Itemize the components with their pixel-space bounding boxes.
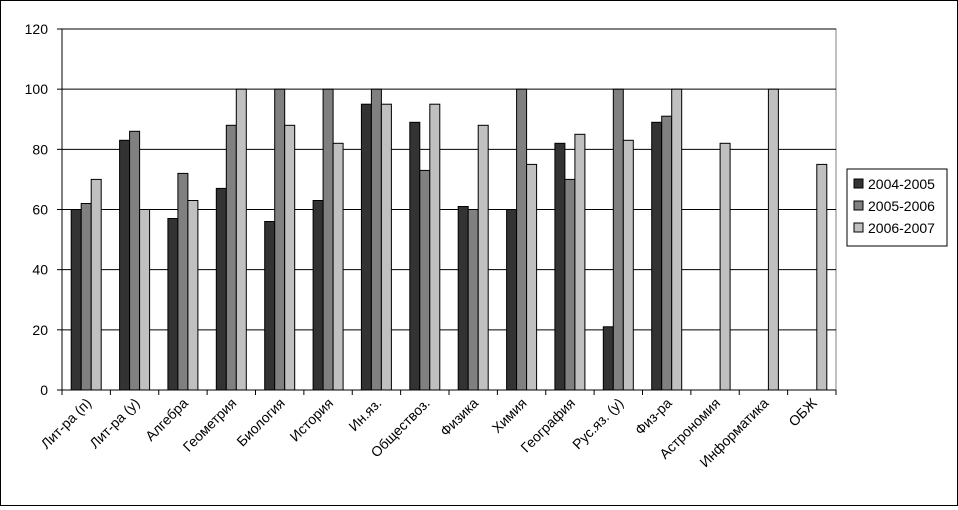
bar-2005-2006-7: [419, 169, 431, 391]
bar-2004-2005-2: [167, 218, 179, 391]
bar-2004-2005-12: [651, 121, 663, 391]
bar-2006-2007-13: [719, 142, 731, 391]
legend-label: 2004-2005: [868, 176, 935, 192]
bar-2004-2005-9: [506, 209, 518, 391]
bar-2005-2006-0: [80, 203, 92, 391]
y-tick-label: 40: [32, 262, 48, 278]
x-tick-label: Лит-ра (п): [37, 395, 94, 452]
bar-2005-2006-8: [467, 209, 479, 391]
x-tick-label: Рус.яз. (у): [569, 395, 626, 452]
x-tick-labels: Лит-ра (п)Лит-ра (у) АлгебраГеометрияБиол…: [37, 395, 820, 470]
legend-box: [846, 168, 948, 247]
bar-2006-2007-1: [139, 209, 151, 391]
bar-2005-2006-12: [661, 115, 673, 391]
legend: 2004-2005 2005-2006 2006-2007: [846, 168, 948, 247]
bar-2004-2005-8: [457, 206, 469, 391]
x-tick-label: Лит-ра (у): [86, 395, 142, 451]
x-tick-label: Химия: [489, 395, 530, 436]
bar-2006-2007-3: [235, 88, 247, 391]
legend-label: 2006-2007: [868, 220, 935, 236]
y-tick-label: 20: [32, 322, 48, 338]
bar-2004-2005-4: [264, 221, 276, 391]
bar-2006-2007-5: [332, 142, 344, 391]
bars: [70, 88, 828, 391]
bar-2006-2007-12: [671, 88, 683, 391]
y-tick-label: 0: [40, 382, 48, 398]
bar-2005-2006-1: [129, 130, 141, 391]
bar-2005-2006-9: [516, 88, 528, 391]
bar-2005-2006-5: [322, 88, 334, 391]
bar-2004-2005-3: [215, 187, 227, 391]
x-tick-label: История: [286, 395, 336, 445]
legend-swatch: [853, 222, 864, 233]
y-tick-label: 100: [25, 81, 49, 97]
bar-2005-2006-10: [564, 178, 576, 391]
bar-2004-2005-7: [409, 121, 421, 391]
bar-2004-2005-6: [360, 103, 372, 391]
bar-2004-2005-1: [119, 139, 131, 391]
legend-swatch: [853, 178, 864, 189]
x-tick-label: Ин.яз.: [345, 395, 384, 434]
y-tick-label: 60: [32, 202, 48, 218]
x-tick-label: Физика: [437, 395, 482, 440]
y-tick-label: 80: [32, 141, 48, 157]
bar-2006-2007-15: [816, 163, 828, 391]
bar-2006-2007-9: [526, 163, 538, 391]
y-tick-label: 120: [25, 21, 49, 37]
bar-2004-2005-11: [602, 326, 614, 391]
bar-2006-2007-4: [284, 124, 296, 391]
bar-2004-2005-10: [554, 142, 566, 391]
bar-2005-2006-6: [370, 88, 382, 391]
bar-2005-2006-3: [225, 124, 237, 391]
x-tick-label: Биология: [233, 395, 288, 450]
legend-label: 2005-2006: [868, 198, 935, 214]
bar-2005-2006-4: [274, 88, 286, 391]
bar-2006-2007-7: [429, 103, 441, 391]
bar-2006-2007-2: [187, 200, 199, 391]
bar-2006-2007-11: [622, 139, 634, 391]
bar-2006-2007-0: [90, 178, 102, 391]
axes: [57, 28, 837, 395]
bar-2004-2005-0: [70, 209, 82, 391]
x-tick-label: Физ-ра: [632, 395, 675, 438]
bar-2005-2006-2: [177, 172, 189, 391]
legend-swatch: [853, 200, 864, 211]
bar-2006-2007-10: [574, 133, 586, 391]
bar-2006-2007-8: [477, 124, 489, 391]
bar-2006-2007-6: [380, 103, 392, 391]
bar-2006-2007-14: [767, 88, 779, 391]
bar-2005-2006-11: [612, 88, 624, 391]
bar-2004-2005-5: [312, 200, 324, 391]
x-tick-label: Алгебра: [142, 395, 191, 444]
x-tick-label: ОБЖ: [785, 395, 820, 430]
y-tick-labels: 0 20 40 60 80 100 120: [25, 21, 49, 398]
